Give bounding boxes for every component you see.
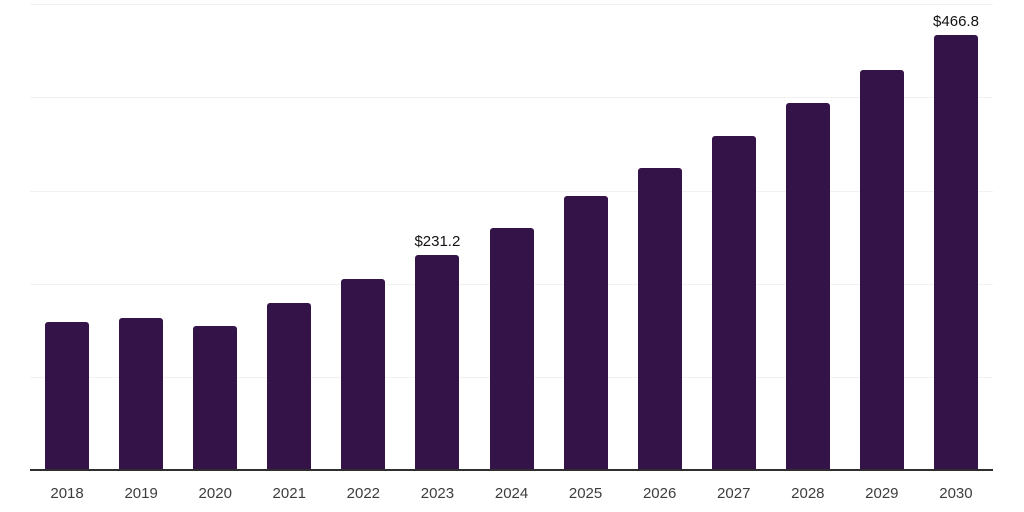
x-axis-label-2030: 2030 — [939, 485, 973, 502]
x-axis-label-2024: 2024 — [494, 485, 529, 502]
gridline-300 — [30, 190, 993, 192]
x-axis-label-2018: 2018 — [50, 485, 84, 502]
data-label-2030: $466.8 — [933, 13, 979, 31]
bar-2024[interactable] — [489, 227, 534, 470]
x-axis-label-2025: 2025 — [568, 485, 603, 502]
bar-2023[interactable] — [415, 254, 460, 470]
x-axis-label-2022: 2022 — [346, 485, 381, 502]
x-axis-label-2021: 2021 — [272, 485, 306, 502]
x-axis-label-2026: 2026 — [642, 485, 677, 502]
bar-2029[interactable] — [859, 69, 904, 470]
bar-2028[interactable] — [785, 102, 830, 470]
x-axis-label-2023: 2023 — [420, 485, 455, 502]
gridline-400 — [30, 97, 993, 99]
x-axis-label-2028: 2028 — [791, 485, 825, 502]
bar-2019[interactable] — [119, 317, 164, 470]
x-axis-label-2029: 2029 — [865, 485, 899, 502]
x-axis-label-2020: 2020 — [198, 485, 232, 502]
bar-2026[interactable] — [637, 167, 682, 470]
x-axis-line — [30, 469, 993, 471]
bar-2025[interactable] — [563, 196, 608, 470]
x-axis-label-2019: 2019 — [124, 485, 158, 502]
bar-2022[interactable] — [341, 278, 386, 470]
gridline-500 — [30, 4, 993, 6]
bar-2030[interactable] — [934, 35, 978, 470]
x-axis-label-2027: 2027 — [717, 485, 751, 502]
data-label-2023: $231.2 — [414, 232, 461, 250]
bar-2027[interactable] — [711, 135, 756, 470]
bar-2018[interactable] — [45, 321, 89, 470]
bar-2020[interactable] — [193, 326, 238, 470]
bar-2021[interactable] — [267, 303, 312, 470]
